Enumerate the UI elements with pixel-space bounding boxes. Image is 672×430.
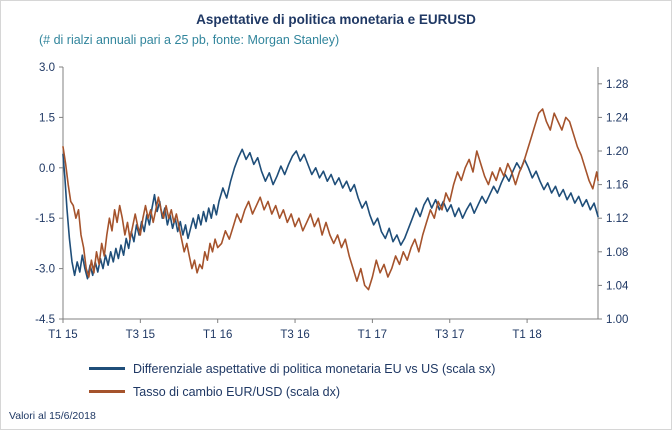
- svg-text:-4.5: -4.5: [35, 314, 55, 326]
- chart-subtitle: (# di rialzi annuali pari a 25 pb, fonte…: [39, 33, 340, 47]
- brown-line-swatch-icon: [89, 390, 125, 393]
- svg-text:T1 18: T1 18: [512, 329, 541, 341]
- footnote-date: Valori al 15/6/2018: [9, 410, 96, 422]
- legend-label-eurusd: Tasso di cambio EUR/USD (scala dx): [133, 384, 341, 399]
- svg-text:1.24: 1.24: [606, 112, 629, 124]
- svg-text:0.0: 0.0: [39, 163, 55, 175]
- svg-text:1.00: 1.00: [606, 314, 628, 326]
- svg-text:1.16: 1.16: [606, 180, 628, 192]
- svg-text:1.28: 1.28: [606, 79, 628, 91]
- svg-text:T1 15: T1 15: [48, 329, 77, 341]
- svg-text:3.0: 3.0: [39, 62, 55, 74]
- svg-text:1.08: 1.08: [606, 247, 628, 259]
- svg-text:T3 17: T3 17: [435, 329, 464, 341]
- svg-text:1.12: 1.12: [606, 213, 628, 225]
- svg-text:T1 16: T1 16: [203, 329, 232, 341]
- chart-title: Aspettative di politica monetaria e EURU…: [196, 12, 476, 27]
- legend-item-differenziale: Differenziale aspettative di politica mo…: [89, 357, 495, 380]
- svg-text:T3 15: T3 15: [126, 329, 155, 341]
- svg-text:T3 16: T3 16: [280, 329, 309, 341]
- svg-text:-3.0: -3.0: [35, 264, 55, 276]
- svg-text:-1.5: -1.5: [35, 213, 55, 225]
- blue-line-swatch-icon: [89, 367, 125, 370]
- svg-text:T1 17: T1 17: [358, 329, 387, 341]
- legend-label-differenziale: Differenziale aspettative di politica mo…: [133, 361, 496, 376]
- svg-text:1.20: 1.20: [606, 146, 628, 158]
- legend-item-eurusd: Tasso di cambio EUR/USD (scala dx): [89, 380, 495, 403]
- chart-legend: Differenziale aspettative di politica mo…: [89, 357, 495, 403]
- svg-text:1.04: 1.04: [606, 280, 629, 292]
- svg-text:1.5: 1.5: [39, 112, 55, 124]
